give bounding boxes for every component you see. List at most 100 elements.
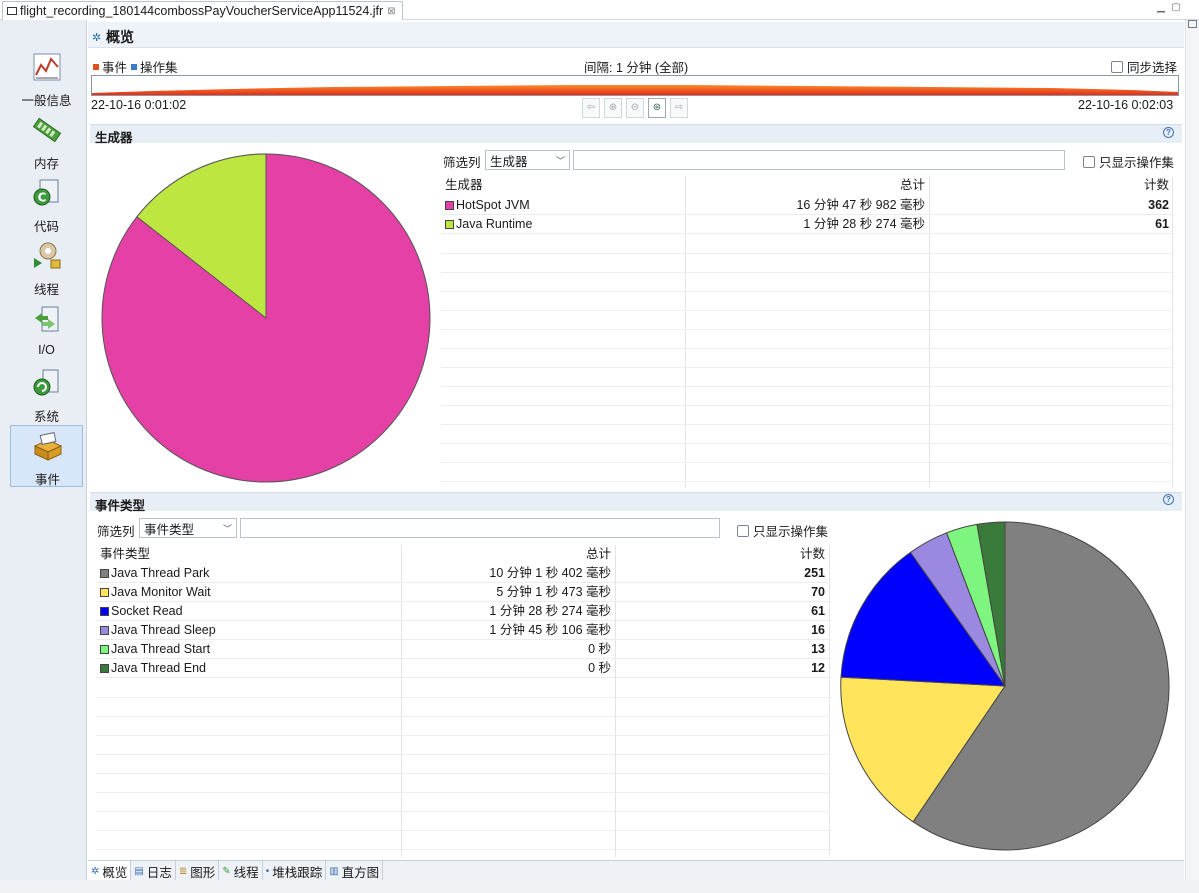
table-header[interactable]: 生成器 总计 计数 xyxy=(441,176,1174,195)
nav-item-code[interactable]: C 代码 xyxy=(10,173,83,235)
color-swatch xyxy=(100,645,109,654)
minimize-icon[interactable]: ▁ xyxy=(1157,2,1165,13)
row-name: HotSpot JVM xyxy=(456,198,530,212)
pie-slice-java-thread-park xyxy=(912,521,1170,851)
tab-histogram[interactable]: ▥ 直方图 xyxy=(326,861,384,881)
table-row[interactable]: Java Runtime 1 分钟 28 秒 274 毫秒 61 xyxy=(441,215,1174,234)
row-count: 362 xyxy=(1148,198,1169,212)
row-name-cell: Java Thread Start xyxy=(96,640,401,659)
table-header[interactable]: 事件类型 总计 计数 xyxy=(96,545,831,564)
event-types-pie-chart xyxy=(840,521,1170,851)
interval-label: 间隔: 1 分钟 (全部) xyxy=(584,61,689,75)
row-count: 251 xyxy=(804,566,825,580)
help-icon[interactable]: ? xyxy=(1163,127,1174,138)
tab-overview[interactable]: ✲ 概览 xyxy=(88,861,132,881)
nav-label: I/O xyxy=(38,343,55,357)
zoom-all-icon[interactable]: ⊛ xyxy=(648,98,666,118)
column-header-event-type[interactable]: 事件类型 xyxy=(100,547,151,561)
nav-item-system[interactable]: 系统 xyxy=(10,363,83,425)
producers-filter-input[interactable] xyxy=(573,150,1065,170)
checkbox-box[interactable] xyxy=(737,524,749,537)
row-name: Java Thread Park xyxy=(111,566,210,580)
tab-threads[interactable]: ✎ 线程 xyxy=(219,861,263,881)
nav-item-general[interactable]: 一般信息 xyxy=(10,47,83,109)
tab-stack-trace[interactable]: • 堆栈跟踪 xyxy=(263,861,327,881)
row-total: 1 分钟 45 秒 106 毫秒 xyxy=(489,623,611,637)
nav-item-io[interactable]: I/O xyxy=(10,300,83,362)
column-header-producer[interactable]: 生成器 xyxy=(445,178,483,192)
tab-graph[interactable]: ≣ 图形 xyxy=(176,861,220,881)
help-icon[interactable]: ? xyxy=(1163,494,1174,505)
event-types-only-ops-checkbox[interactable]: 只显示操作集 xyxy=(737,521,828,540)
column-header-count[interactable]: 计数 xyxy=(799,547,825,561)
producers-filter-label: 筛选列 xyxy=(443,156,481,170)
thread-icon: ✎ xyxy=(222,865,231,877)
editor-tab[interactable]: flight_recording_180144combossPayVoucher… xyxy=(2,1,403,20)
nav-label: 内存 xyxy=(33,157,59,171)
events-icon xyxy=(33,432,63,461)
threads-icon xyxy=(34,242,61,269)
zoom-in-icon[interactable]: ⊕ xyxy=(604,98,622,118)
tab-log[interactable]: ▤ 日志 xyxy=(131,861,176,881)
row-name-cell: Java Monitor Wait xyxy=(96,583,401,602)
color-swatch xyxy=(445,220,454,229)
ops-legend-swatch xyxy=(131,63,138,70)
row-name-cell: Socket Read xyxy=(96,602,401,621)
timeline-range-bar[interactable] xyxy=(91,75,1179,96)
table-row[interactable]: Java Monitor Wait 5 分钟 1 秒 473 毫秒 70 xyxy=(96,583,831,602)
zoom-out-icon[interactable]: ⊖ xyxy=(626,98,644,118)
tab-label: 图形 xyxy=(190,865,216,880)
restore-icon[interactable] xyxy=(1188,20,1197,28)
row-count: 61 xyxy=(1155,217,1169,231)
row-total: 0 秒 xyxy=(588,661,611,675)
row-name: Java Thread Sleep xyxy=(111,623,216,637)
maximize-icon[interactable]: ▢ xyxy=(1171,2,1181,13)
checkbox-box[interactable] xyxy=(1111,60,1123,73)
scroll-left-icon[interactable]: ⇦ xyxy=(582,98,600,118)
chart-icon xyxy=(33,53,61,81)
nav-item-threads[interactable]: 线程 xyxy=(10,236,83,298)
timeline-legend: 事件 操作集 xyxy=(93,57,178,76)
table-row[interactable]: Java Thread Park 10 分钟 1 秒 402 毫秒 251 xyxy=(96,564,831,583)
timeline-controls: ⇦ ⊕ ⊖ ⊛ ⇨ xyxy=(582,98,692,118)
event-types-filter-column-select[interactable]: 事件类型 ﹀ xyxy=(139,518,237,538)
row-name: Java Monitor Wait xyxy=(111,585,211,599)
chevron-down-icon: ﹀ xyxy=(555,155,565,166)
table-row[interactable]: Java Thread End 0 秒 12 xyxy=(96,659,831,678)
table-row[interactable]: HotSpot JVM 16 分钟 47 秒 982 毫秒 362 xyxy=(441,196,1174,215)
sync-select-checkbox[interactable]: 同步选择 xyxy=(1111,57,1177,76)
color-swatch xyxy=(100,588,109,597)
graph-icon: ≣ xyxy=(178,865,188,877)
close-tab-icon[interactable]: ⊠ xyxy=(387,5,396,17)
table-row[interactable]: Socket Read 1 分钟 28 秒 274 毫秒 61 xyxy=(96,602,831,621)
page-title: 概览 xyxy=(106,29,134,45)
producers-only-ops-checkbox[interactable]: 只显示操作集 xyxy=(1083,152,1174,171)
scroll-right-icon[interactable]: ⇨ xyxy=(670,98,688,118)
column-header-count[interactable]: 计数 xyxy=(1143,178,1169,192)
checkbox-box[interactable] xyxy=(1083,155,1095,168)
event-types-filter-input[interactable] xyxy=(240,518,720,538)
producers-section-header xyxy=(90,124,1182,143)
table-row[interactable]: Java Thread Sleep 1 分钟 45 秒 106 毫秒 16 xyxy=(96,621,831,640)
row-name-cell: Java Runtime xyxy=(441,215,685,234)
tab-label: 直方图 xyxy=(341,865,380,880)
column-header-total[interactable]: 总计 xyxy=(899,178,925,192)
tab-label: 日志 xyxy=(146,865,172,880)
producers-section-title: 生成器 xyxy=(95,131,133,145)
overview-gear-icon: ✲ xyxy=(92,32,102,44)
event-types-section-header xyxy=(90,492,1182,511)
color-swatch xyxy=(100,626,109,635)
producers-filter-column-select[interactable]: 生成器 ﹀ xyxy=(485,150,570,170)
event-types-table: 事件类型 总计 计数 Java Thread Park 10 分钟 1 秒 40… xyxy=(96,545,831,857)
column-header-total[interactable]: 总计 xyxy=(585,547,611,561)
color-swatch xyxy=(445,201,454,210)
legend-events-label: 事件 xyxy=(102,61,128,75)
timeline-end-time: 22-10-16 0:02:03 xyxy=(1078,98,1174,112)
nav-item-memory[interactable]: 内存 xyxy=(10,110,83,172)
row-total: 1 分钟 28 秒 274 毫秒 xyxy=(803,217,925,231)
table-row[interactable]: Java Thread Start 0 秒 13 xyxy=(96,640,831,659)
nav-item-events[interactable]: 事件 xyxy=(10,425,83,487)
right-trim-bar xyxy=(1185,20,1199,893)
color-swatch xyxy=(100,607,109,616)
row-name-cell: Java Thread End xyxy=(96,659,401,678)
